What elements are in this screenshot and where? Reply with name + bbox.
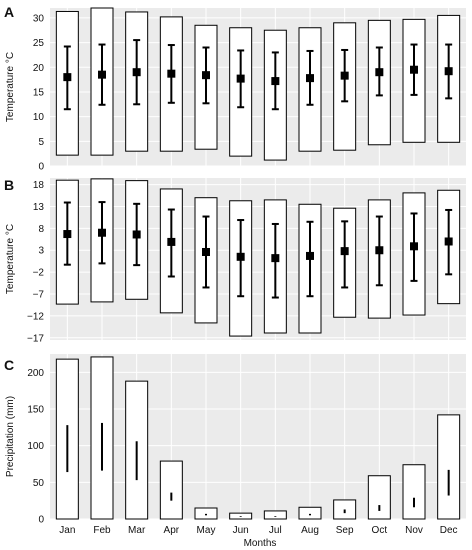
mean-marker <box>271 254 280 263</box>
mean-marker <box>98 228 106 237</box>
mean-marker <box>340 71 349 80</box>
range-box <box>159 460 183 520</box>
mean-marker <box>167 69 176 78</box>
y-tick-label: −7 <box>33 290 45 301</box>
y-tick-label: 15 <box>33 87 45 98</box>
y-tick-label: 150 <box>27 405 44 416</box>
y-tick-label: 3 <box>38 246 44 257</box>
mean-marker <box>375 246 384 255</box>
mean-marker <box>202 247 210 256</box>
mean-marker <box>375 68 384 77</box>
mean-marker <box>306 74 314 83</box>
panel-a-temperature-chart: 0 5 10 15 20 25 30 Temperature °C A <box>4 4 466 173</box>
mean-marker <box>444 237 453 246</box>
x-tick-label: Mar <box>128 525 146 536</box>
x-tick-label: Jun <box>233 525 249 536</box>
y-tick-label: −17 <box>27 333 44 344</box>
panel-label-a: A <box>4 4 14 20</box>
y-tick-label: 13 <box>33 202 45 213</box>
y-tick-label: 100 <box>27 441 44 452</box>
range-box <box>298 506 322 520</box>
range-box <box>194 507 218 520</box>
x-tick-label: Aug <box>301 525 319 536</box>
x-tick-label: Nov <box>405 525 423 536</box>
y-tick-label: 30 <box>33 13 45 24</box>
y-tick-label: −12 <box>27 311 44 322</box>
x-tick-label: Sep <box>336 525 354 536</box>
x-tick-label: Jul <box>269 525 282 536</box>
x-tick-label: May <box>197 525 216 536</box>
mean-marker <box>63 73 72 82</box>
x-tick-label: Apr <box>164 525 180 536</box>
plot-background-c <box>50 354 466 519</box>
mean-marker <box>271 77 280 86</box>
mean-marker <box>306 251 314 260</box>
y-tick-label: 5 <box>38 137 44 148</box>
mean-marker <box>63 230 72 239</box>
x-tick-label: Jan <box>59 525 75 536</box>
mean-marker <box>236 252 245 261</box>
mean-marker <box>132 230 141 239</box>
panel-c-precipitation-chart: 0 50 100 150 200 Precipitation (mm) C Jan Feb Mar… <box>4 354 466 536</box>
plot-background-a <box>50 8 466 166</box>
mean-marker <box>167 237 176 246</box>
y-tick-label: 18 <box>33 180 45 191</box>
y-axis-label-c: Precipitation (mm) <box>5 396 16 477</box>
x-tick-label: Dec <box>440 525 458 536</box>
panel-b-temperature-chart: −17 −12 −7 −2 3 8 13 18 Temperature °C B <box>4 177 466 344</box>
range-box <box>333 499 357 520</box>
y-tick-label: 0 <box>38 515 44 526</box>
mean-marker <box>236 74 245 83</box>
y-tick-label: 8 <box>38 224 44 235</box>
mean-marker <box>410 242 418 251</box>
range-box <box>402 464 426 520</box>
panel-label-b: B <box>4 177 14 193</box>
panel-label-c: C <box>4 357 14 373</box>
y-tick-label: 50 <box>33 478 45 489</box>
mean-marker <box>410 65 418 74</box>
x-tick-label: Feb <box>93 525 111 536</box>
x-tick-label: Oct <box>372 525 388 536</box>
mean-marker <box>202 71 210 80</box>
plot-background-b <box>50 178 466 340</box>
range-box <box>263 510 287 520</box>
range-box <box>367 475 391 520</box>
y-tick-label: 10 <box>33 112 45 123</box>
y-axis-label-b: Temperature °C <box>5 224 16 294</box>
mean-marker <box>132 68 141 77</box>
y-tick-label: 0 <box>38 162 44 173</box>
x-axis-title: Months <box>244 538 277 549</box>
y-axis-label-a: Temperature °C <box>5 52 16 122</box>
y-tick-label: 20 <box>33 63 45 74</box>
range-box <box>437 414 461 520</box>
y-tick-label: 25 <box>33 38 45 49</box>
mean-marker <box>340 247 349 256</box>
y-tick-label: 200 <box>27 368 44 379</box>
y-tick-label: −2 <box>33 268 45 279</box>
mean-marker <box>98 70 106 79</box>
mean-marker <box>444 67 453 76</box>
